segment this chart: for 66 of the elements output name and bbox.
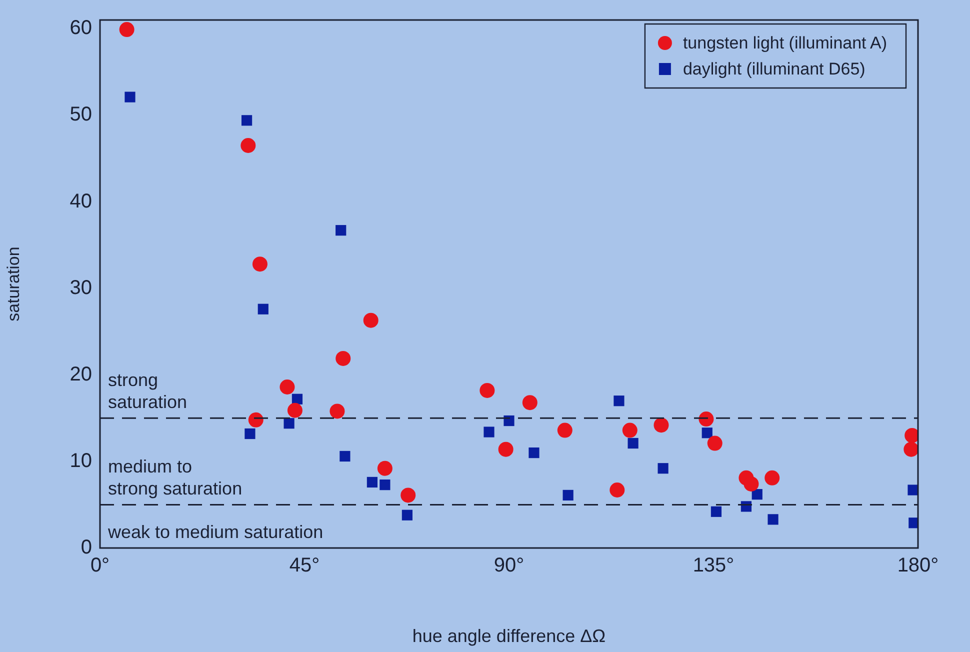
point: [744, 476, 759, 492]
y-tick-label: 60: [70, 17, 92, 40]
point: [280, 380, 295, 395]
point: [400, 488, 416, 503]
point: [752, 489, 762, 500]
y-tick-label: 50: [70, 104, 92, 126]
point: [119, 22, 134, 38]
point: [707, 436, 722, 451]
annotation: medium to strong saturation: [108, 456, 242, 499]
x-tick-label: 45°: [289, 554, 320, 577]
point: [380, 480, 390, 490]
y-axis-title: saturation: [4, 246, 23, 322]
point: [528, 447, 540, 458]
point: [908, 484, 918, 496]
point: [292, 394, 303, 404]
point: [484, 426, 494, 438]
point: [336, 225, 346, 236]
point: [377, 460, 392, 476]
point: [562, 490, 574, 501]
point: [258, 304, 268, 314]
point: [252, 256, 268, 272]
point: [504, 415, 514, 426]
y-tick-label: 30: [70, 276, 92, 299]
point: [698, 412, 714, 427]
point: [480, 382, 495, 398]
point: [366, 476, 378, 488]
annotation: strong saturation: [108, 370, 188, 412]
point: [330, 404, 345, 419]
point: [241, 115, 252, 126]
point: [498, 442, 514, 457]
point: [614, 396, 624, 406]
point: [768, 514, 778, 525]
point: [658, 463, 668, 474]
y-tick-label: 0: [80, 536, 92, 559]
point: [622, 422, 638, 438]
x-tick-label: 0°: [90, 554, 110, 577]
point: [764, 470, 780, 486]
x-axis-title: hue angle difference ΔΩ: [412, 626, 606, 646]
point: [240, 138, 256, 154]
point: [363, 312, 378, 328]
legend-label: tungsten light (illuminant A): [682, 34, 888, 53]
point: [702, 428, 712, 438]
point: [710, 506, 722, 517]
point: [244, 428, 256, 440]
point: [557, 422, 572, 438]
point: [908, 518, 918, 528]
point: [124, 92, 136, 102]
annotation: weak to medium saturation: [107, 522, 324, 542]
point: [610, 482, 625, 498]
legend-label: daylight (illuminant D65): [682, 60, 866, 79]
point: [402, 510, 413, 520]
point: [522, 395, 538, 410]
point: [628, 438, 638, 449]
x-tick-label: 180°: [897, 554, 939, 577]
point: [336, 350, 351, 366]
point: [287, 402, 302, 418]
point: [248, 412, 264, 428]
point: [654, 418, 669, 433]
x-tick-label: 135°: [692, 554, 734, 577]
y-tick-label: 10: [70, 450, 92, 472]
y-tick-label: 20: [70, 363, 92, 386]
point: [904, 442, 918, 457]
x-tick-label: 90°: [494, 554, 524, 577]
y-tick-label: 40: [70, 190, 92, 212]
point: [284, 418, 294, 429]
point: [340, 450, 350, 462]
